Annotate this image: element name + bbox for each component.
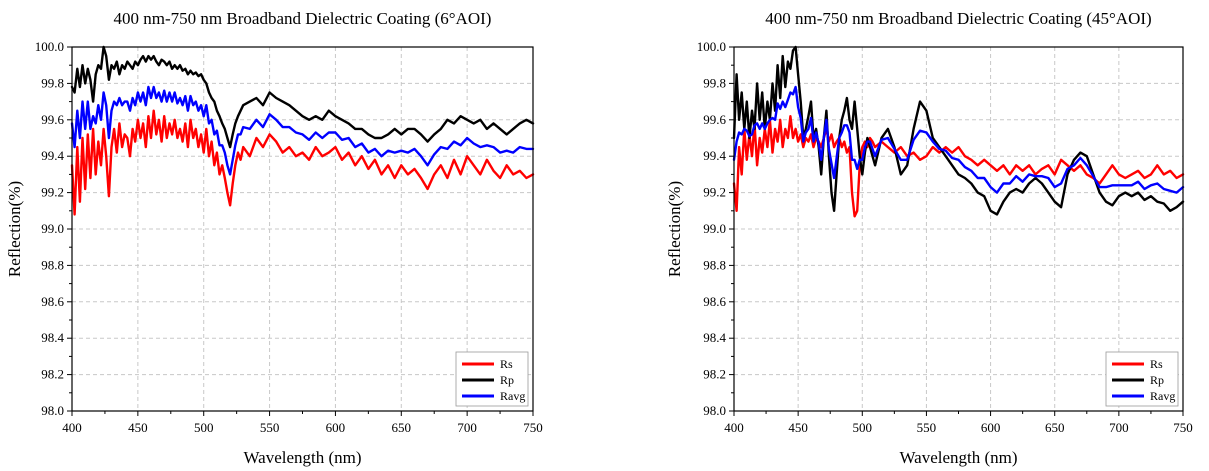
y-tick-label: 99.6 (703, 112, 726, 127)
x-tick-label: 650 (392, 420, 412, 435)
y-tick-label: 99.6 (41, 112, 64, 127)
y-tick-label: 98.4 (703, 330, 726, 345)
y-tick-label: 99.8 (41, 75, 64, 90)
y-axis-label: Reflection(%) (665, 181, 684, 277)
legend-label-ravg: Ravg (1150, 389, 1175, 403)
y-tick-label: 98.2 (41, 367, 64, 382)
chart-2: 98.0 98.2 98.4 98.6 98.8 99.0 99.2 99.4 99.6 99.8… (665, 9, 1193, 467)
chart-1: 98.0 98.2 98.4 98.6 98.8 99.0 99.2 99.4 99.6 99.8… (5, 9, 543, 467)
series-line-rp (70, 45, 535, 149)
y-tick-label: 100.0 (697, 39, 726, 54)
x-tick-label: 550 (917, 420, 937, 435)
x-tick-label: 500 (853, 420, 873, 435)
y-tick-label: 98.8 (41, 257, 64, 272)
chart-title: 400 nm-750 nm Broadband Dielectric Coati… (114, 9, 492, 28)
x-tick-label: 750 (523, 420, 543, 435)
x-tick-label: 600 (981, 420, 1001, 435)
series-line-ravg (732, 85, 1185, 194)
y-tick-label: 99.2 (41, 185, 64, 200)
series-line-rs (70, 109, 535, 216)
x-tick-label: 700 (1109, 420, 1129, 435)
legend-label-rs: Rs (500, 357, 513, 371)
y-tick-label: 99.8 (703, 75, 726, 90)
chart-title: 400 nm-750 nm Broadband Dielectric Coati… (765, 9, 1151, 28)
x-tick-label: 500 (194, 420, 214, 435)
x-tick-label: 700 (457, 420, 477, 435)
y-axis-label: Reflection(%) (5, 181, 24, 277)
y-tick-label: 98.6 (41, 294, 64, 309)
x-axis-label: Wavelength (nm) (899, 448, 1017, 467)
y-tick-label: 99.4 (703, 148, 726, 163)
y-tick-label: 98.4 (41, 330, 64, 345)
legend-label-ravg: Ravg (500, 389, 525, 403)
x-tick-label: 400 (62, 420, 82, 435)
y-tick-label: 99.0 (41, 221, 64, 236)
x-tick-label: 450 (128, 420, 148, 435)
y-tick-label: 99.4 (41, 148, 64, 163)
x-axis-label: Wavelength (nm) (243, 448, 361, 467)
y-tick-label: 98.8 (703, 257, 726, 272)
y-tick-label: 98.0 (703, 403, 726, 418)
x-tick-label: 450 (788, 420, 808, 435)
x-tick-label: 550 (260, 420, 280, 435)
y-tick-label: 98.2 (703, 367, 726, 382)
x-tick-label: 750 (1173, 420, 1193, 435)
y-tick-label: 100.0 (35, 39, 64, 54)
legend-label-rp: Rp (1150, 373, 1164, 387)
y-tick-label: 98.6 (703, 294, 726, 309)
series-line-ravg (70, 85, 535, 176)
y-tick-label: 98.0 (41, 403, 64, 418)
legend-label-rs: Rs (1150, 357, 1163, 371)
x-tick-label: 650 (1045, 420, 1065, 435)
y-tick-label: 99.0 (703, 221, 726, 236)
x-tick-label: 400 (724, 420, 744, 435)
x-tick-label: 600 (326, 420, 346, 435)
y-tick-label: 99.2 (703, 185, 726, 200)
legend-label-rp: Rp (500, 373, 514, 387)
legend: Rs Rp Ravg (1105, 351, 1179, 407)
legend: Rs Rp Ravg (455, 351, 529, 407)
